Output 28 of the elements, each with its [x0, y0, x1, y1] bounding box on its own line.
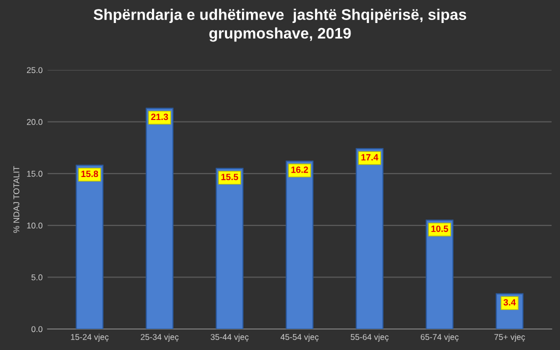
y-axis-title: % NDAJ TOTALIT [13, 166, 20, 233]
x-tick-label: 15-24 vjeç [71, 334, 109, 342]
x-tick-label: 75+ vjeç [494, 334, 526, 342]
y-tick-label: 5.0 [31, 274, 42, 280]
data-label: 10.5 [431, 226, 448, 232]
y-tick-label: 15.0 [27, 170, 42, 177]
bar [76, 164, 104, 329]
chart-title: Shpërndarja e udhëtimeve jashtë Shqipërisë, sipas grupmoshave, 2019 [94, 8, 466, 42]
bar [286, 160, 314, 329]
x-tick-label: 65-74 vjeç [420, 334, 459, 342]
x-tick-label: 55-64 vjeç [350, 334, 389, 342]
y-tick-label: 10.0 [27, 222, 42, 228]
data-label: 17.4 [361, 154, 378, 160]
bar [356, 148, 384, 329]
data-label: 21.3 [151, 114, 168, 120]
bar [216, 168, 244, 329]
data-label: 3.4 [504, 299, 516, 306]
y-tick-label: 20.0 [26, 119, 42, 125]
x-tick-label: 25-34 vjeç [140, 334, 179, 342]
x-tick-label: 45-54 vjeç [280, 334, 319, 342]
x-tick-label: 35-44 vjeç [210, 334, 249, 342]
bar [146, 108, 174, 329]
y-tick-label: 0.0 [31, 326, 42, 332]
data-label: 15.8 [81, 170, 98, 178]
data-label: 15.5 [221, 174, 238, 180]
data-label: 16.2 [291, 166, 308, 173]
y-tick-label: 25.0 [26, 67, 42, 74]
bar [426, 220, 454, 329]
